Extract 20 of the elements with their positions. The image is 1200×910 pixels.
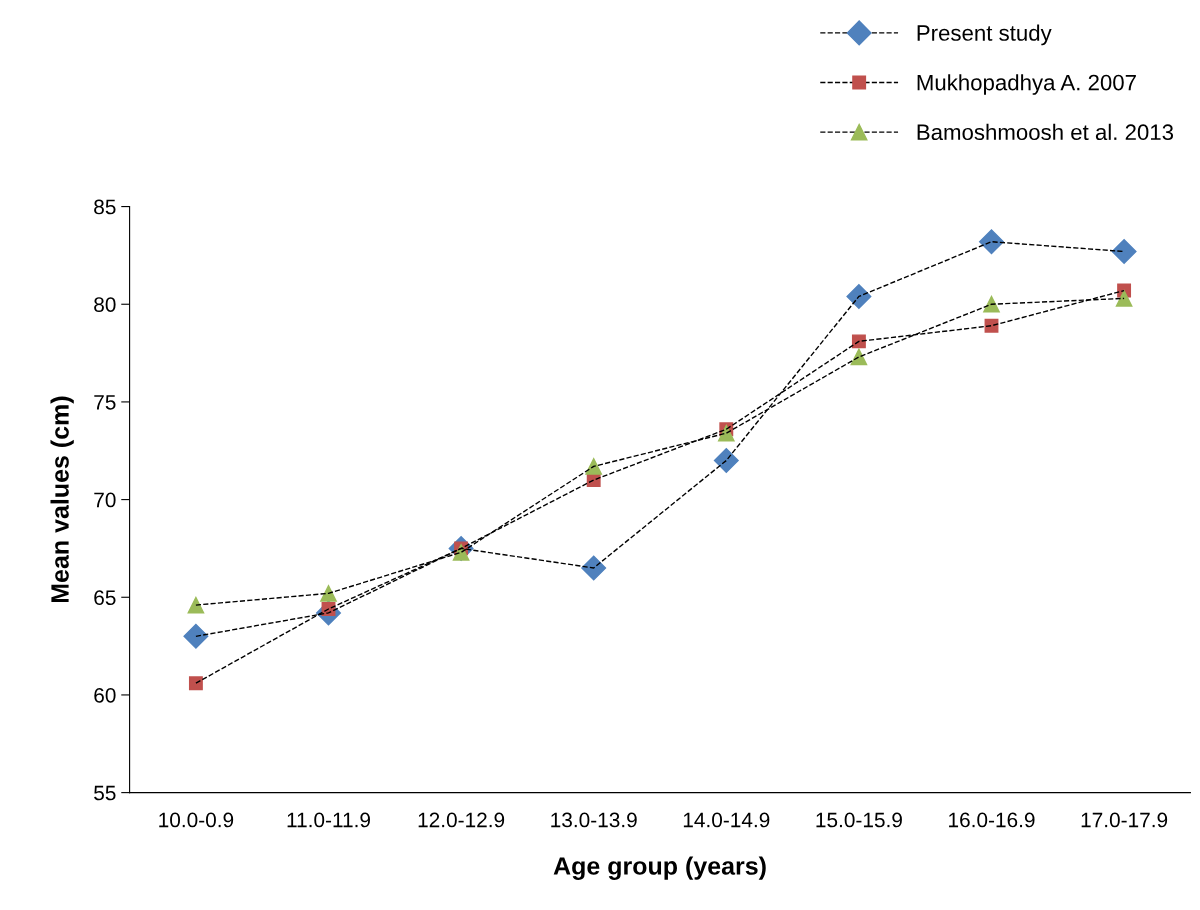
x-tick-label: 10.0-0.9	[159, 812, 234, 828]
y-tick-label: 75	[94, 395, 116, 410]
y-tick-label: 65	[94, 590, 116, 606]
y-tick-label: 60	[94, 687, 116, 703]
y-tick-label: 55	[94, 785, 116, 801]
y-tick-label: 70	[94, 492, 116, 508]
x-tick-label: 11.0-11.9	[287, 812, 370, 828]
legend-label: Mukhopadhya A. 2007	[917, 74, 1136, 95]
x-axis-title: Age group (years)	[553, 856, 766, 880]
legend-label: Bamoshmoosh et al. 2013	[917, 123, 1174, 141]
x-tick-label: 13.0-13.9	[551, 812, 637, 828]
x-tick-label: 17.0-17.9	[1081, 812, 1168, 828]
y-axis-title: Mean values (cm)	[50, 396, 74, 603]
x-tick-label: 16.0-16.9	[949, 812, 1035, 828]
legend-label: Present study	[917, 24, 1052, 46]
x-tick-label: 15.0-15.9	[816, 812, 902, 828]
y-tick-label: 80	[94, 297, 116, 312]
y-tick-label: 85	[94, 199, 116, 215]
x-tick-label: 12.0-12.9	[418, 812, 505, 828]
x-tick-label: 14.0-14.9	[683, 812, 770, 828]
